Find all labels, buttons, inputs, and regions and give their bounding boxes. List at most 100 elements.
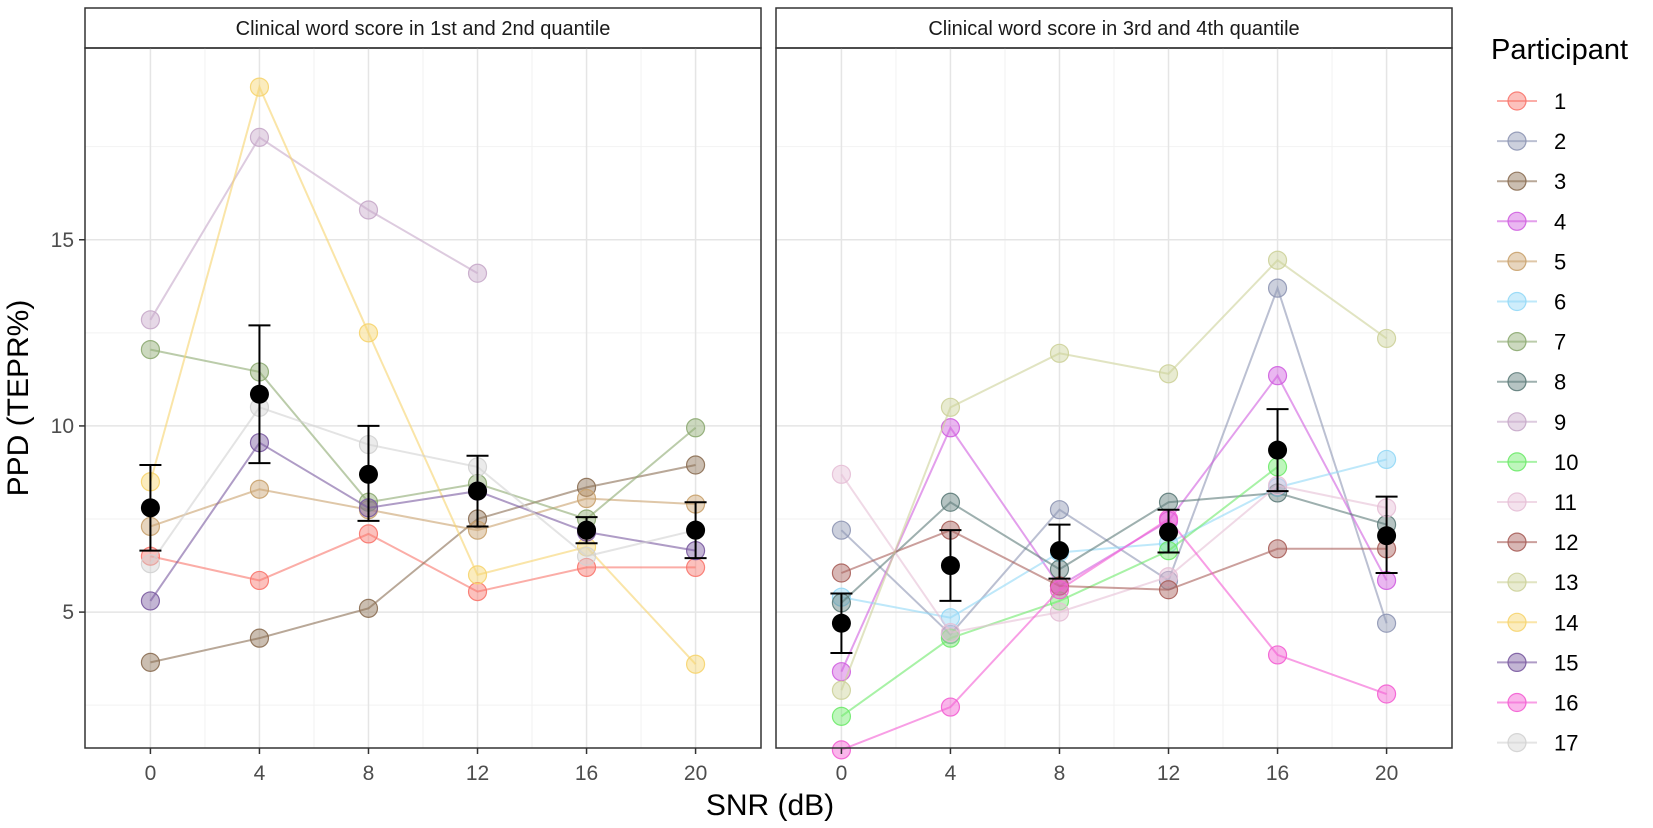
data-point-participant-9 (140, 310, 161, 330)
panel-right-grid (776, 48, 1452, 748)
legend-key-point (1507, 692, 1527, 713)
data-point-participant-12 (831, 563, 852, 583)
data-point-participant-4 (1267, 366, 1288, 386)
panel-left: Clinical word score in 1st and 2nd quant… (84, 7, 762, 749)
series-line-participant-6 (841, 458, 1387, 619)
series-line-participant-8 (840, 491, 1387, 604)
data-point-participant-11 (1049, 602, 1070, 622)
x-tick-label: 12 (1157, 762, 1180, 785)
data-point-participant-3 (576, 477, 597, 497)
x-tick-label: 4 (254, 762, 266, 785)
x-tick-label: 0 (145, 762, 157, 785)
mean-point (686, 520, 706, 540)
legend-item-13: 13 (1497, 570, 1578, 595)
panel-right-strip (775, 7, 1453, 49)
y-tick-label: 5 (62, 601, 74, 624)
data-point-participant-10 (1049, 591, 1070, 611)
legend-key-point (1507, 211, 1527, 231)
legend-label: 4 (1554, 209, 1566, 234)
panel-right-border (775, 47, 1453, 749)
legend-label: 1 (1554, 89, 1566, 114)
data-point-participant-1 (249, 570, 270, 591)
legend-label: 2 (1554, 129, 1566, 154)
panel-left-border (84, 47, 762, 749)
data-point-participant-13 (940, 397, 961, 417)
data-point-participant-7 (685, 418, 706, 438)
data-point-participant-11 (1158, 567, 1179, 587)
legend-item-10: 10 (1497, 450, 1578, 475)
x-tick-label: 8 (363, 762, 375, 785)
series-line-participant-17 (149, 406, 696, 565)
series-line-participant-14 (149, 84, 697, 665)
panel-left-strip (84, 7, 762, 49)
series-line-participant-12 (841, 529, 1387, 591)
legend-key-point (1507, 291, 1527, 312)
series-line-participant-5 (150, 488, 696, 532)
mean-point (468, 481, 488, 501)
data-point-participant-13 (1376, 328, 1397, 349)
legend-key-point (1507, 372, 1527, 392)
data-point-participant-1 (467, 582, 488, 602)
data-point-participant-2 (1267, 278, 1288, 298)
data-point-participant-3 (249, 628, 270, 648)
legend-label: 15 (1554, 650, 1578, 675)
data-point-participant-11 (831, 464, 852, 484)
mean-point (358, 464, 378, 484)
panel-right-title: Clinical word score in 3rd and 4th quant… (928, 18, 1299, 40)
x-tick-label: 20 (684, 762, 707, 785)
data-point-participant-2 (1049, 500, 1070, 520)
legend-key-point (1507, 412, 1527, 432)
mean-point (1268, 440, 1288, 460)
series-line-participant-13 (840, 258, 1388, 691)
data-point-participant-16 (1049, 580, 1070, 600)
panel-left-grid (85, 48, 761, 748)
legend-label: 5 (1554, 249, 1566, 274)
mean-point (249, 384, 269, 404)
data-point-participant-10 (831, 706, 852, 726)
data-point-participant-3 (358, 598, 379, 618)
legend-label: 9 (1554, 410, 1566, 435)
legend-key-point (1507, 91, 1527, 111)
mean-point (940, 556, 960, 576)
x-tick-label: 0 (836, 762, 848, 785)
legend-key-point (1507, 251, 1527, 271)
data-point-participant-2 (831, 520, 852, 540)
legend-label: 3 (1554, 169, 1566, 194)
panel-right-mean (830, 408, 1398, 655)
x-tick-label: 4 (945, 762, 957, 785)
legend-label: 17 (1554, 731, 1578, 756)
data-point-participant-16 (1376, 684, 1397, 704)
legend-key-point (1507, 131, 1527, 151)
data-point-participant-12 (1158, 580, 1179, 600)
data-point-participant-14 (685, 654, 706, 674)
legend-key-point (1507, 532, 1527, 552)
series-line-participant-2 (840, 285, 1388, 636)
series-line-participant-7 (150, 348, 697, 521)
data-point-participant-5 (576, 488, 597, 509)
data-point-participant-15 (140, 591, 161, 611)
data-point-participant-9 (249, 127, 270, 147)
mean-point (577, 520, 597, 540)
legend-key-point (1507, 332, 1527, 352)
y-axis-title: PPD (TEPR%) (2, 300, 35, 497)
legend-label: 6 (1554, 290, 1566, 315)
data-point-participant-8 (940, 492, 961, 512)
data-point-participant-9 (358, 200, 379, 220)
legend-item-1: 1 (1497, 89, 1566, 114)
legend-label: 11 (1554, 490, 1577, 515)
y-tick-label: 10 (51, 415, 74, 438)
series-line-participant-3 (150, 464, 696, 664)
data-point-participant-10 (940, 628, 961, 648)
legend-item-4: 4 (1497, 209, 1566, 234)
x-tick-label: 16 (1266, 762, 1289, 785)
legend-key-point (1507, 492, 1527, 512)
legend-item-3: 3 (1497, 169, 1566, 194)
data-point-participant-14 (358, 323, 379, 343)
panel-left-mean (139, 324, 707, 560)
legend-item-6: 6 (1497, 290, 1566, 315)
data-point-participant-13 (1049, 343, 1070, 363)
data-point-participant-16 (1267, 645, 1288, 665)
mean-point (140, 498, 160, 518)
